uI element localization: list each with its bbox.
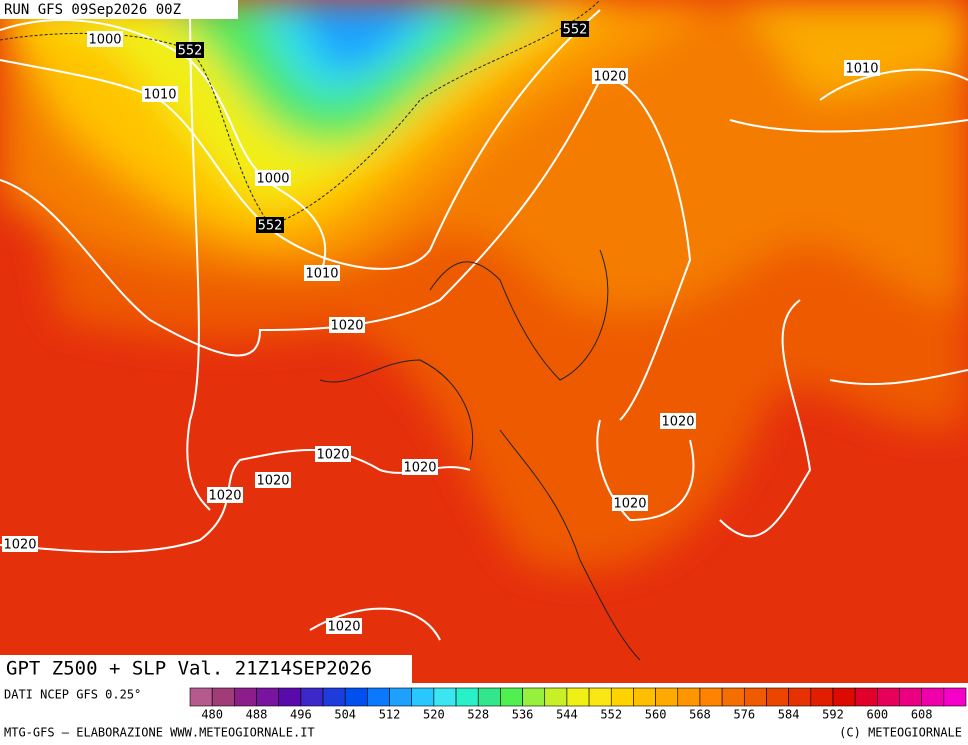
colorbar-tick-label: 568 xyxy=(689,708,711,722)
colorbar-swatch xyxy=(544,687,568,707)
slp-label: 1020 xyxy=(661,415,694,430)
z500-label: 552 xyxy=(563,23,588,38)
slp-label-box xyxy=(326,618,362,634)
colorbar-swatch xyxy=(921,687,945,707)
slp-label: 1020 xyxy=(256,474,289,489)
slp-label: 1020 xyxy=(613,497,646,512)
colorbar-swatch xyxy=(699,687,723,707)
colorbar-swatch xyxy=(677,687,701,707)
colorbar-swatch xyxy=(610,687,634,707)
slp-label: 1020 xyxy=(3,538,36,553)
map-field xyxy=(0,0,968,683)
slp-label: 1020 xyxy=(330,319,363,334)
colorbar-tick-label: 576 xyxy=(733,708,755,722)
colorbar-swatch xyxy=(367,687,390,707)
z500-label-box xyxy=(176,42,204,58)
colorbar-tick-label: 552 xyxy=(600,708,622,722)
slp-label: 1020 xyxy=(327,620,360,635)
credit: MTG-GFS – ELABORAZIONE WWW.METEOGIORNALE… xyxy=(4,726,315,740)
slp-label-box xyxy=(87,31,123,47)
colorbar-swatch xyxy=(256,687,279,707)
slp-label-box xyxy=(315,446,351,462)
slp-label: 1020 xyxy=(208,489,241,504)
z500-label-box xyxy=(561,21,589,37)
colorbar-swatch xyxy=(433,687,457,707)
slp-label-box xyxy=(592,68,628,84)
slp-label-box xyxy=(844,60,880,76)
colorbar-swatch xyxy=(655,687,679,707)
colorbar-tick-label: 488 xyxy=(246,708,268,722)
title-box xyxy=(0,655,412,683)
colorbar-swatch xyxy=(500,687,523,707)
colorbar-swatch xyxy=(322,687,346,707)
slp-label-box xyxy=(142,86,178,102)
run-box xyxy=(0,0,238,19)
colorbar-tick-label: 544 xyxy=(556,708,578,722)
slp-label-box xyxy=(207,487,243,503)
map-title: GPT Z500 + SLP Val. 21Z14SEP2026 xyxy=(6,658,372,680)
slp-label-box xyxy=(255,472,291,488)
slp-label: 1000 xyxy=(88,33,121,48)
slp-label-box xyxy=(612,495,648,511)
slp-label: 1020 xyxy=(403,461,436,476)
slp-label-box xyxy=(2,536,38,552)
slp-label-box xyxy=(329,317,365,333)
colorbar-swatch xyxy=(633,687,656,707)
colorbar-swatch xyxy=(766,687,789,707)
isobars xyxy=(0,0,968,641)
colorbar-swatch xyxy=(854,687,878,707)
colorbar-tick-label: 512 xyxy=(379,708,401,722)
slp-label-box xyxy=(402,459,438,475)
colorbar-swatch xyxy=(588,687,612,707)
colorbar-swatch xyxy=(477,687,501,707)
colorbar-tick-label: 592 xyxy=(822,708,844,722)
colorbar-swatch xyxy=(810,687,834,707)
z500-label-box xyxy=(256,217,284,233)
slp-label: 1020 xyxy=(593,70,626,85)
colorbar-tick-label: 520 xyxy=(423,708,445,722)
slp-label: 1020 xyxy=(316,448,349,463)
colorbar-swatch xyxy=(877,687,900,707)
slp-label-box xyxy=(660,413,696,429)
colorbar-swatch xyxy=(344,687,368,707)
colorbar-swatch xyxy=(721,687,745,707)
slp-label-box xyxy=(304,265,340,281)
copyright: (C) METEOGIORNALE xyxy=(839,726,962,740)
colorbar-swatch xyxy=(832,687,856,707)
z500-label: 552 xyxy=(178,44,203,59)
colorbar-swatch xyxy=(211,687,235,707)
colorbar-swatch xyxy=(189,687,213,707)
colorbar-swatch xyxy=(788,687,812,707)
slp-label: 1010 xyxy=(305,267,338,282)
colorbar-tick-label: 480 xyxy=(201,708,223,722)
run-label: RUN GFS 09Sep2026 00Z xyxy=(4,2,181,18)
slp-label: 1000 xyxy=(256,172,289,187)
colorbar-swatch xyxy=(455,687,479,707)
z500-label: 552 xyxy=(258,219,283,234)
colorbar-tick-label: 608 xyxy=(911,708,933,722)
slp-label-box xyxy=(255,170,291,186)
colorbar-swatch xyxy=(411,687,435,707)
colorbar-swatch xyxy=(899,687,922,707)
colorbar-swatch xyxy=(743,687,767,707)
colorbar-swatch xyxy=(522,687,546,707)
colorbar-swatch xyxy=(300,687,324,707)
colorbar-tick-label: 600 xyxy=(866,708,888,722)
coastlines xyxy=(319,249,641,661)
colorbar-tick-label: 560 xyxy=(645,708,667,722)
colorbar-swatch xyxy=(278,687,302,707)
slp-label: 1010 xyxy=(845,62,878,77)
colorbar-tick-label: 496 xyxy=(290,708,312,722)
colorbar-tick-label: 536 xyxy=(512,708,534,722)
colorbar-tick-label: 504 xyxy=(334,708,356,722)
slp-label: 1010 xyxy=(143,88,176,103)
colorbar-swatch xyxy=(943,687,967,707)
colorbar-swatch xyxy=(234,687,257,707)
colorbar-swatch xyxy=(389,687,413,707)
colorbar-tick-label: 528 xyxy=(467,708,489,722)
source: DATI NCEP GFS 0.25° xyxy=(4,688,141,702)
colorbar-swatch xyxy=(566,687,590,707)
colorbar-tick-label: 584 xyxy=(778,708,800,722)
